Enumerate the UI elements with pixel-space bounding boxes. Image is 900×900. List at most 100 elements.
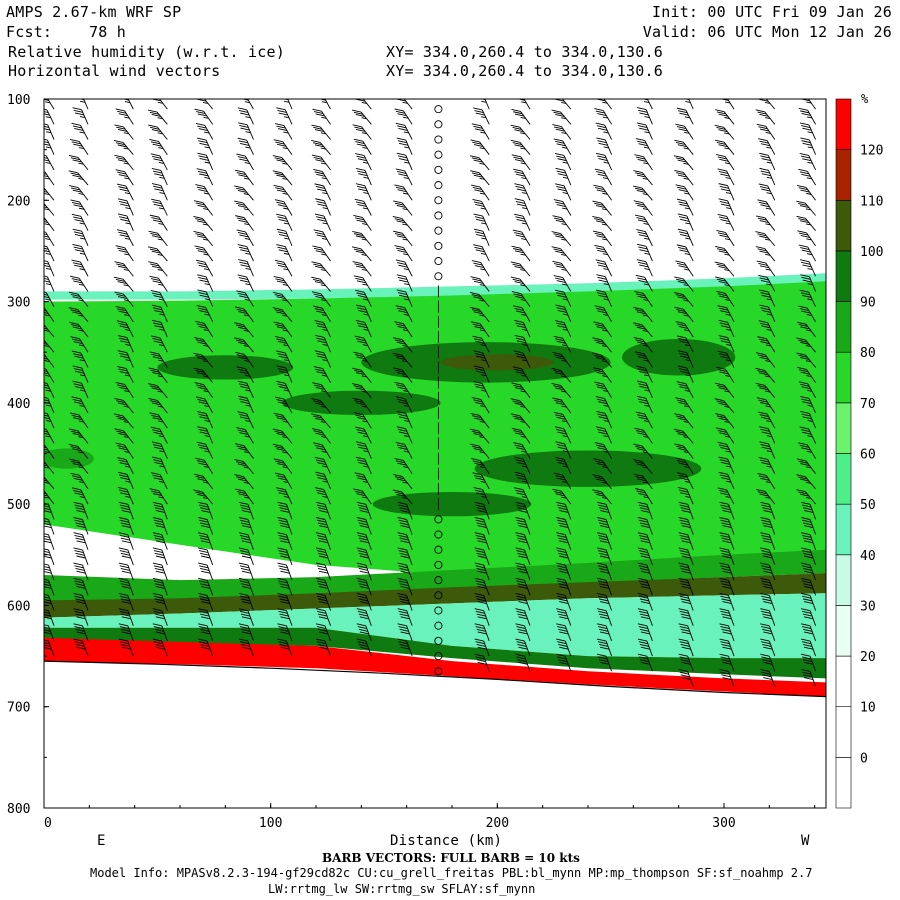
wind-barb-feather xyxy=(634,427,644,431)
wind-barb-feather xyxy=(471,430,481,434)
wind-barb-feather xyxy=(354,217,365,221)
wind-barb-feather xyxy=(200,537,210,541)
wind-barb-feather xyxy=(115,381,125,385)
wind-barb xyxy=(272,291,293,307)
wind-barb-feather xyxy=(555,441,565,445)
wind-barb xyxy=(277,517,293,535)
wind-barb-feather xyxy=(70,309,80,313)
wind-barb-half-feather xyxy=(684,344,690,347)
wind-barb-feather xyxy=(277,501,287,505)
wind-barb-feather xyxy=(796,215,806,219)
wind-barb-feather xyxy=(276,448,286,452)
wind-barb-feather xyxy=(238,277,248,281)
wind-barb-feather xyxy=(514,96,523,98)
wind-barb-feather xyxy=(798,107,808,111)
wind-barb-feather xyxy=(313,400,323,404)
wind-barb xyxy=(69,321,89,338)
wind-barb-feather xyxy=(718,96,727,98)
wind-barb xyxy=(397,593,413,611)
wind-barb-feather xyxy=(800,220,810,224)
wind-barb xyxy=(556,593,572,611)
wind-barb-feather xyxy=(120,355,130,359)
wind-barb-feather xyxy=(118,577,128,581)
wind-barb-feather xyxy=(237,380,247,384)
wind-barb xyxy=(715,382,735,399)
wind-barb-feather xyxy=(315,562,326,566)
wind-barb-feather xyxy=(518,616,528,620)
wind-barb xyxy=(273,139,293,155)
wind-barb xyxy=(152,517,168,535)
wind-barb-feather xyxy=(718,456,728,460)
wind-barb-feather xyxy=(552,351,562,355)
wind-barb-feather xyxy=(316,534,327,538)
wind-barb-feather xyxy=(356,623,366,627)
wind-barb xyxy=(193,230,214,247)
wind-barb-half-feather xyxy=(78,299,84,302)
wind-barb-feather xyxy=(763,601,773,605)
wind-barb-feather xyxy=(240,127,250,131)
wind-barb-feather xyxy=(398,565,408,569)
wind-barb-feather xyxy=(800,371,810,375)
wind-barb-feather xyxy=(44,492,47,495)
wind-barb-feather xyxy=(44,568,51,571)
wind-barb-feather xyxy=(355,167,366,171)
wind-barb-feather xyxy=(273,412,283,416)
wind-barb-feather xyxy=(680,674,690,678)
wind-barb-feather xyxy=(359,631,369,635)
wind-barb-feather xyxy=(241,585,252,589)
wind-barb-feather xyxy=(595,220,606,224)
wind-barb-feather xyxy=(513,442,523,446)
wind-barb-half-feather xyxy=(283,131,289,134)
wind-barb-feather xyxy=(315,198,325,202)
wind-barb xyxy=(760,532,776,550)
wind-barb-feather xyxy=(358,188,368,192)
wind-barb-feather xyxy=(716,290,726,294)
wind-barb-feather xyxy=(356,517,366,520)
wind-barb-feather xyxy=(117,110,127,114)
wind-barb-feather xyxy=(556,593,566,596)
wind-barb-feather xyxy=(517,568,527,571)
wind-barb-feather xyxy=(515,447,526,451)
wind-barb-feather xyxy=(514,159,525,162)
wind-barb-feather xyxy=(677,228,687,232)
wind-barb-feather xyxy=(556,638,566,642)
wind-barb-feather xyxy=(197,152,207,156)
wind-barb xyxy=(637,532,653,550)
wind-barb-feather xyxy=(398,310,408,314)
wind-barb-feather xyxy=(114,428,124,432)
wind-barb-half-feather xyxy=(244,177,250,180)
wind-barb-feather xyxy=(678,338,688,341)
wind-barb-half-feather xyxy=(44,496,50,499)
wind-barb-feather xyxy=(636,174,647,178)
wind-barb xyxy=(194,108,214,125)
wind-barb-feather xyxy=(598,659,609,663)
wind-barb-half-feather xyxy=(244,374,250,377)
wind-barb-feather xyxy=(475,626,485,629)
wind-barb-feather xyxy=(554,399,564,403)
wind-barb xyxy=(799,259,817,277)
wind-barb-feather xyxy=(637,398,648,402)
wind-barb-feather xyxy=(276,262,286,266)
wind-barb-half-feather xyxy=(766,146,772,149)
calm-wind-circle xyxy=(434,621,443,630)
wind-barb xyxy=(551,367,572,383)
wind-barb-feather xyxy=(44,138,48,141)
wind-barb xyxy=(469,428,490,444)
wind-barb-half-feather xyxy=(807,161,813,164)
wind-barb-feather xyxy=(44,324,45,325)
wind-barb-feather xyxy=(44,647,52,650)
wind-barb xyxy=(356,608,372,626)
wind-barb-feather xyxy=(758,475,768,479)
wind-barb-feather xyxy=(680,522,690,526)
wind-barb-feather xyxy=(115,278,125,282)
wind-barb xyxy=(798,244,816,262)
wind-barb xyxy=(592,230,612,247)
wind-barb-feather xyxy=(802,671,812,675)
wind-barb-feather xyxy=(394,354,404,358)
wind-barb-half-feather xyxy=(643,435,649,438)
wind-barb-feather xyxy=(194,382,204,386)
wind-barb xyxy=(236,427,254,444)
wind-barb-feather xyxy=(240,112,250,116)
wind-barb-feather xyxy=(239,610,250,614)
wind-barb-feather xyxy=(680,552,690,556)
